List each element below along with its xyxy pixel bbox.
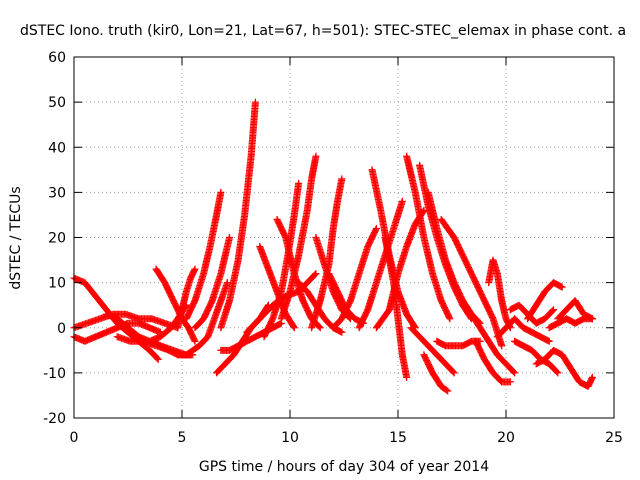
data-point: [446, 315, 454, 323]
data-point: [554, 369, 562, 377]
y-tick-label: 50: [48, 95, 66, 111]
data-point: [251, 98, 259, 106]
data-point: [506, 378, 514, 386]
series-33: [420, 351, 452, 395]
data-point: [338, 328, 346, 336]
data-point: [450, 369, 458, 377]
series-24: [329, 224, 380, 332]
data-point: [295, 179, 303, 187]
series-34: [433, 337, 484, 350]
data-point: [191, 265, 199, 273]
y-tick-label: 0: [57, 321, 66, 337]
data-point: [398, 197, 406, 205]
data-points: [70, 98, 596, 395]
data-point: [511, 369, 519, 377]
data-point: [315, 323, 323, 331]
series-8: [174, 265, 199, 332]
data-point: [445, 313, 453, 321]
data-point: [588, 373, 596, 381]
data-point: [372, 226, 380, 234]
data-point: [498, 342, 506, 350]
chart-title: dSTEC Iono. truth (kir0, Lon=21, Lat=67,…: [20, 23, 626, 39]
series-36: [459, 301, 519, 377]
series-29: [403, 152, 454, 323]
series-43: [532, 346, 596, 390]
series-28: [381, 234, 411, 381]
series-9: [156, 279, 231, 359]
series-39: [493, 315, 553, 345]
data-point: [223, 279, 231, 287]
y-tick-label: -10: [43, 366, 66, 382]
x-tick-label: 25: [605, 430, 623, 446]
series-35: [437, 215, 506, 350]
series-2: [70, 319, 164, 345]
data-point: [558, 283, 566, 291]
data-point: [226, 234, 234, 241]
data-point: [191, 337, 199, 345]
data-point: [153, 354, 161, 362]
data-point: [545, 337, 553, 345]
y-tick-label: 60: [48, 50, 66, 66]
series-18: [277, 152, 320, 323]
x-tick-label: 20: [497, 430, 515, 446]
y-tick-label: 40: [48, 140, 66, 156]
series-11: [191, 234, 234, 332]
data-point: [444, 387, 452, 395]
data-point: [154, 355, 162, 363]
y-tick-label: -20: [43, 411, 66, 427]
series-30: [407, 324, 458, 377]
axis-ticks: [73, 56, 615, 419]
data-point: [553, 368, 561, 376]
data-point: [312, 270, 320, 278]
series-12: [217, 98, 259, 332]
series-45: [545, 315, 596, 332]
x-tick-label: 0: [70, 430, 79, 446]
data-point: [403, 373, 411, 381]
data-point: [217, 188, 225, 196]
data-point: [312, 152, 320, 160]
data-point: [442, 386, 450, 394]
data-point: [372, 224, 380, 232]
series-42: [524, 279, 566, 323]
data-point: [550, 306, 558, 314]
data-point: [449, 368, 457, 376]
data-point: [588, 315, 596, 323]
y-axis-title: dSTEC / TECUs: [8, 186, 24, 289]
x-tick-label: 5: [178, 430, 187, 446]
x-tick-label: 15: [389, 430, 407, 446]
series-41: [506, 301, 558, 327]
x-axis-title: GPS time / hours of day 304 of year 2014: [199, 459, 489, 475]
series-10: [182, 188, 225, 323]
data-point: [548, 307, 556, 315]
data-point: [510, 368, 518, 376]
y-tick-label: 30: [48, 185, 66, 201]
data-point: [290, 323, 298, 331]
series-40: [511, 337, 562, 377]
tick-labels: 0 5 10 15 20 25 -20 -10 0 10 20 30 40 50 60: [43, 50, 623, 446]
series-6: [152, 265, 199, 345]
data-point: [311, 271, 319, 279]
x-tick-label: 10: [281, 430, 299, 446]
series-37: [472, 337, 514, 386]
y-tick-label: 10: [48, 276, 66, 292]
data-point: [338, 175, 346, 183]
data-point: [290, 324, 298, 332]
data-point: [316, 324, 324, 332]
y-tick-label: 20: [48, 231, 66, 247]
